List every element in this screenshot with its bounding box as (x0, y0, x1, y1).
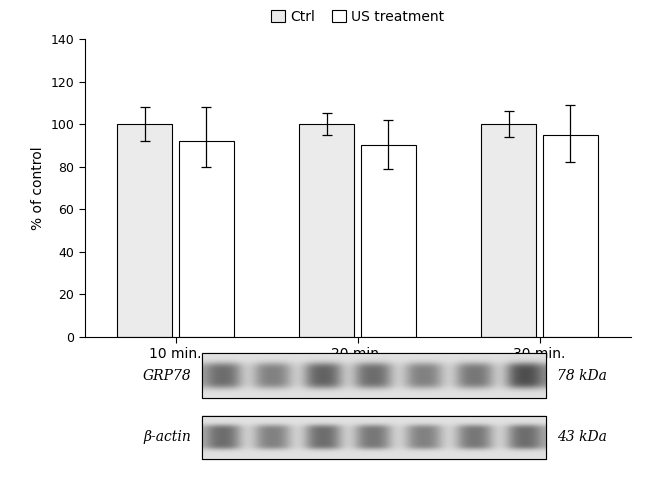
Bar (481, 124, 536, 337)
Bar (361, 146, 416, 337)
Bar (299, 124, 354, 337)
Bar (202, 353, 546, 398)
Bar (543, 135, 598, 337)
Text: β-actin: β-actin (143, 430, 191, 444)
Bar (179, 141, 234, 337)
Bar (202, 415, 546, 459)
Bar (202, 353, 546, 398)
Text: GRP78: GRP78 (142, 369, 191, 383)
Text: 78 kDa: 78 kDa (557, 369, 606, 383)
Legend: Ctrl, US treatment: Ctrl, US treatment (265, 4, 450, 29)
Bar (117, 124, 172, 337)
Y-axis label: % of control: % of control (31, 146, 45, 230)
Bar (202, 415, 546, 459)
Text: 43 kDa: 43 kDa (557, 430, 606, 444)
